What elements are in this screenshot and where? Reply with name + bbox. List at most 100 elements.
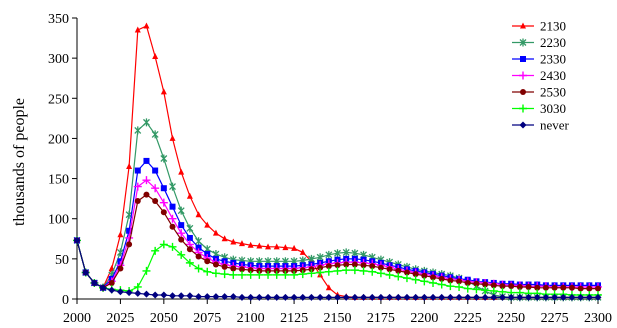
y-tick-label: 100 [48, 213, 69, 228]
data-point [125, 233, 134, 242]
data-point [342, 248, 350, 257]
data-point [420, 277, 429, 286]
data-point [211, 269, 220, 278]
data-point [177, 206, 185, 215]
data-point [90, 279, 98, 287]
data-point [142, 176, 151, 185]
data-point [519, 71, 527, 80]
data-point [542, 293, 550, 301]
data-point [212, 229, 219, 236]
data-point [256, 242, 263, 249]
data-point [265, 267, 272, 274]
data-point [108, 286, 116, 294]
data-point [99, 284, 107, 292]
series-never [73, 236, 602, 301]
data-point [490, 293, 498, 301]
legend-item-2230: 2230 [512, 35, 566, 50]
data-point [143, 191, 150, 198]
data-point [143, 157, 150, 164]
data-point [204, 251, 211, 258]
data-point [334, 249, 341, 258]
x-tick-label: 2050 [150, 311, 178, 326]
data-point [160, 185, 167, 192]
data-point [386, 266, 393, 273]
data-point [533, 293, 541, 301]
data-point [560, 284, 567, 291]
data-point [508, 283, 515, 290]
data-point [229, 293, 237, 301]
data-point [534, 284, 541, 291]
data-point [519, 38, 527, 47]
data-point [447, 277, 454, 284]
data-point [403, 269, 410, 276]
data-point [455, 293, 463, 301]
legend-item-never: never [512, 118, 570, 133]
data-point [437, 280, 446, 289]
data-point [152, 198, 159, 205]
data-point [385, 270, 394, 279]
data-point [221, 235, 228, 242]
data-point [247, 267, 254, 274]
data-point [178, 222, 185, 229]
data-point [316, 293, 324, 301]
data-point [350, 266, 359, 275]
x-tick-label: 2250 [497, 311, 525, 326]
legend-label: 2130 [540, 19, 566, 34]
data-point [307, 293, 315, 301]
x-tick-label: 2075 [193, 311, 221, 326]
y-axis-title: thousands of people [11, 98, 28, 226]
data-point [520, 56, 526, 62]
data-point [308, 266, 315, 273]
data-point [325, 250, 333, 259]
data-point [186, 234, 193, 241]
data-point [195, 253, 202, 260]
data-point [194, 264, 203, 273]
legend-item-3030: 3030 [512, 101, 566, 116]
data-point [325, 263, 332, 270]
data-point [595, 285, 601, 292]
legend-label: 2530 [540, 85, 566, 100]
data-point [290, 293, 298, 301]
data-point [377, 264, 384, 271]
data-point [489, 286, 498, 295]
axes: 0 50 100 150 200 250 300 350 2000 2025 2050 2075 210… [48, 12, 612, 326]
data-point [438, 275, 445, 282]
data-point [230, 265, 237, 272]
data-point [438, 293, 446, 301]
data-point [394, 293, 402, 301]
data-point [498, 293, 506, 301]
y-tick-label: 350 [48, 12, 69, 27]
data-point [568, 293, 576, 301]
data-point [281, 293, 289, 301]
data-point [73, 236, 81, 244]
data-point [168, 242, 177, 251]
data-point [482, 281, 489, 288]
data-point [481, 293, 489, 301]
data-point [334, 262, 341, 269]
data-point [143, 118, 150, 127]
x-tick-label: 2175 [367, 311, 395, 326]
data-point [229, 270, 238, 279]
legend-label: 2330 [540, 52, 566, 67]
data-point [264, 293, 272, 301]
data-point [402, 274, 411, 283]
data-point [152, 53, 159, 60]
data-point [317, 264, 324, 271]
data-point [186, 292, 194, 300]
data-point [273, 293, 281, 301]
data-point [169, 134, 176, 141]
data-point [108, 279, 115, 286]
data-point [472, 293, 480, 301]
data-point [246, 270, 255, 279]
data-point [516, 293, 524, 301]
x-tick-label: 2200 [410, 311, 438, 326]
data-point [177, 250, 186, 259]
data-point [490, 282, 497, 289]
data-point [220, 270, 229, 279]
data-point [178, 236, 185, 243]
data-point [472, 285, 481, 294]
data-point [343, 261, 350, 268]
data-point [429, 278, 438, 287]
